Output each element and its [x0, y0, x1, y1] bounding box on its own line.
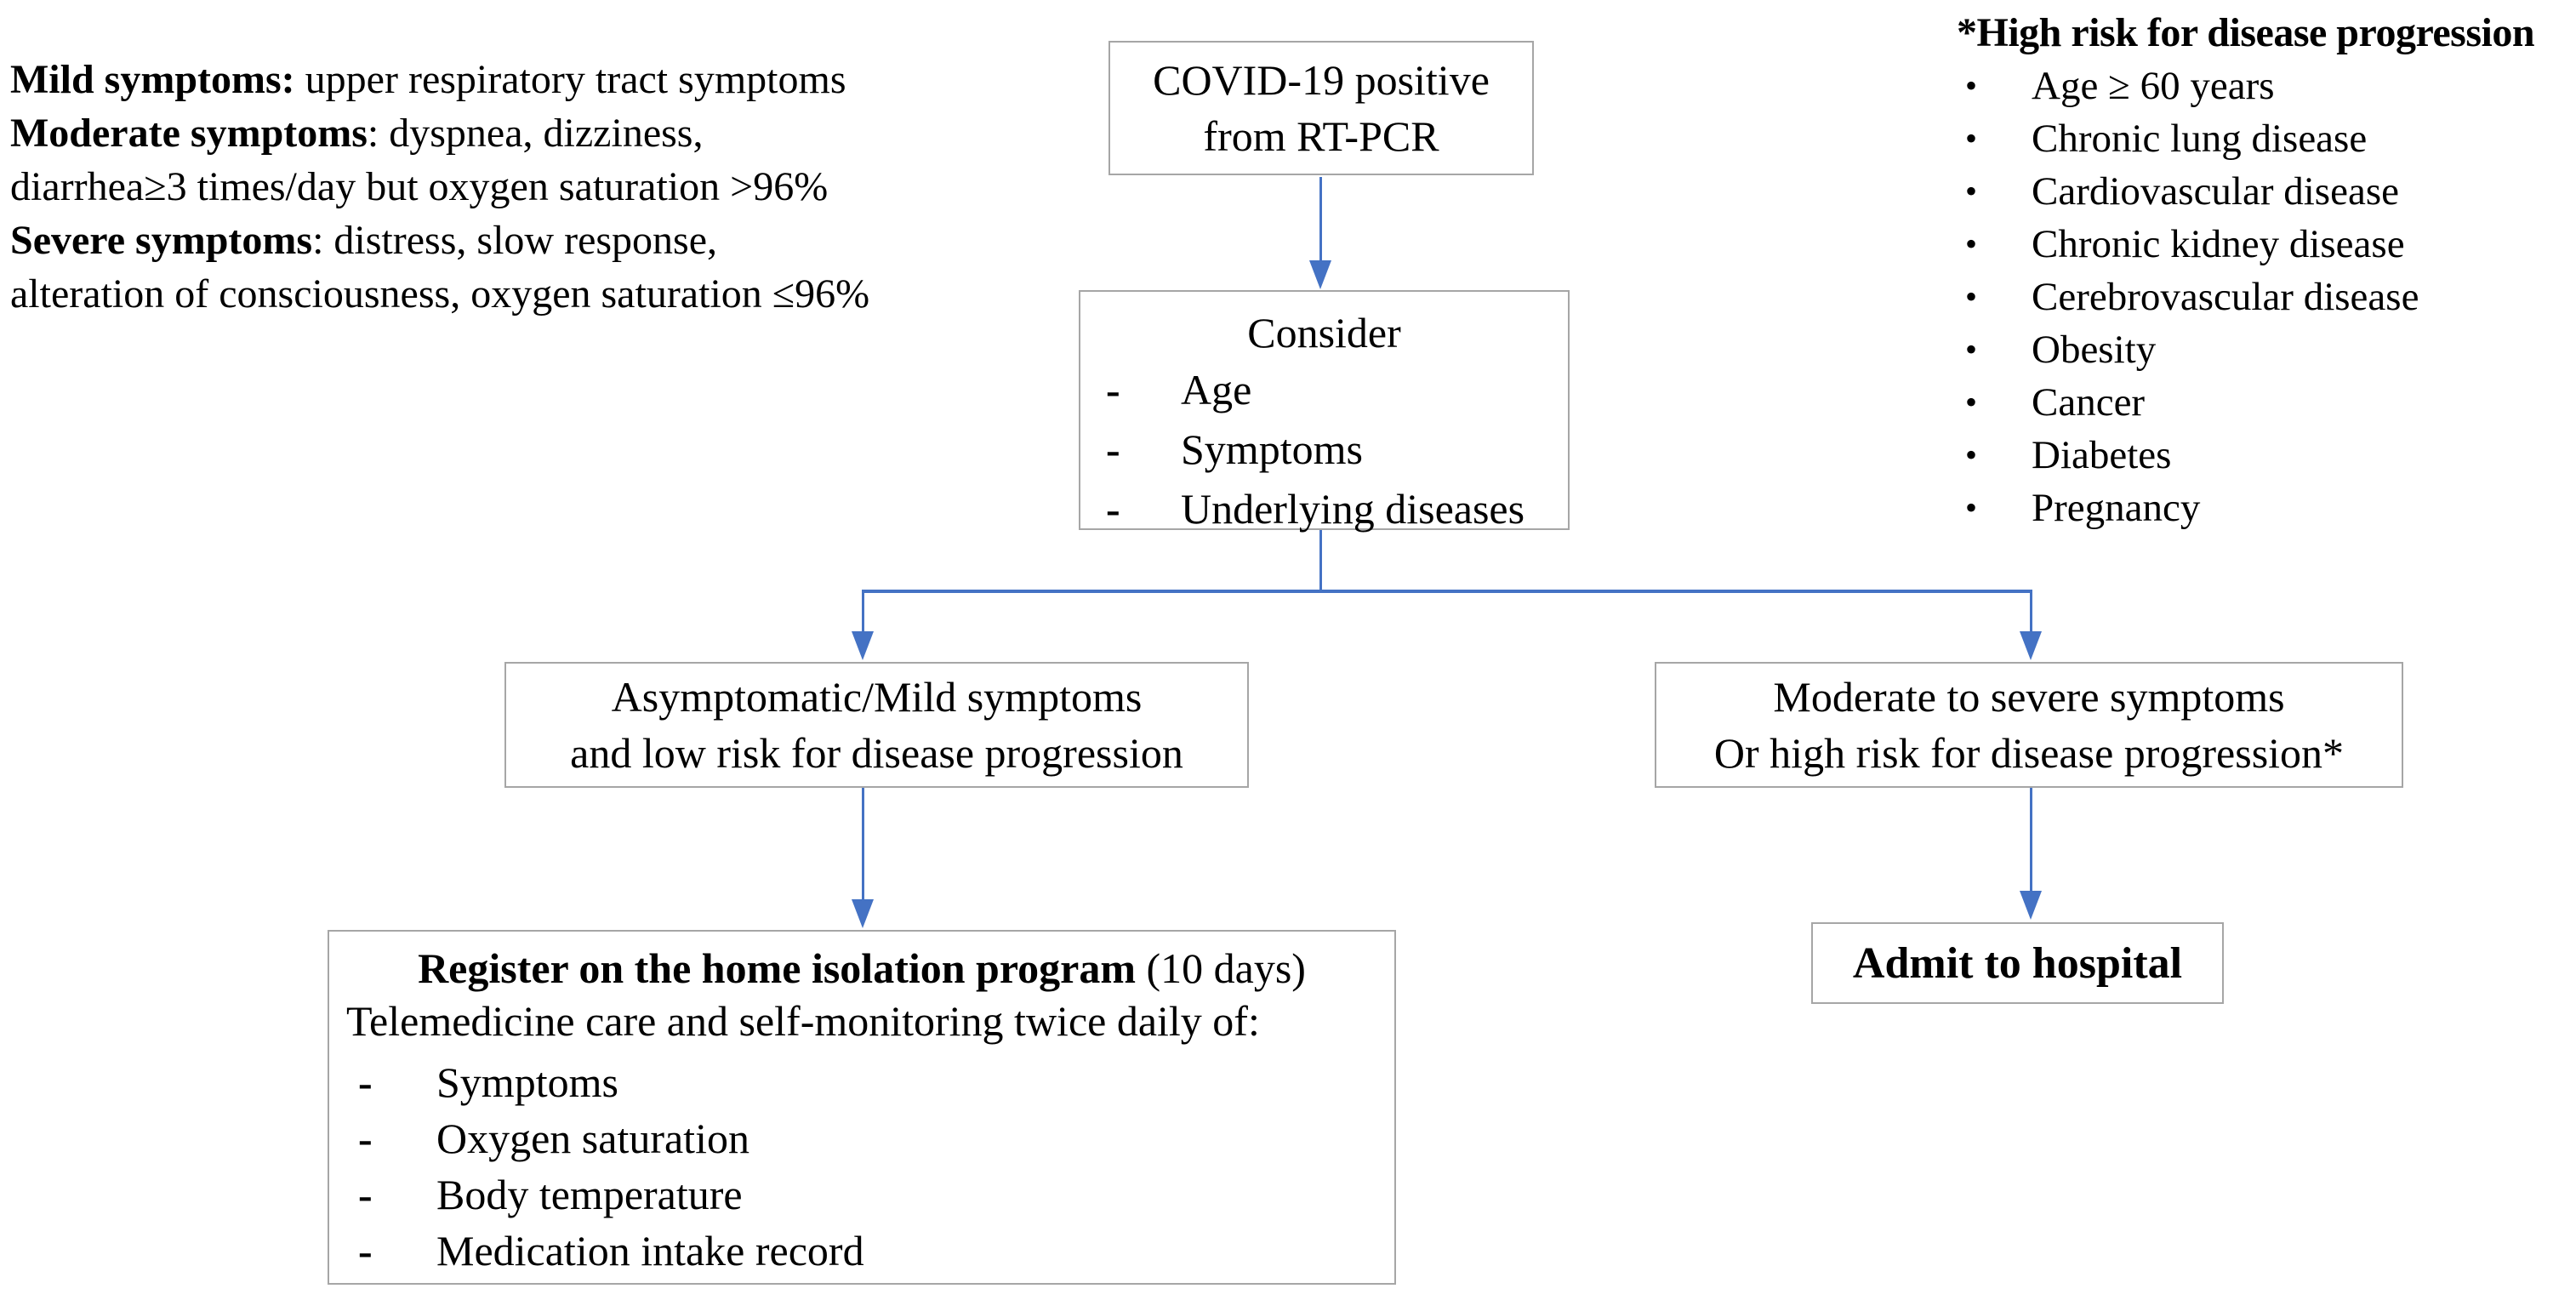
legend-text: upper respiratory tract symptoms	[294, 57, 846, 102]
moderate-high-risk-line1: Moderate to severe symptoms	[1773, 673, 2285, 721]
high-risk-item: • Age ≥ 60 years	[1957, 60, 2576, 112]
connector-branch-horizontal	[862, 590, 2032, 593]
high-risk-item-label: Chronic lung disease	[2032, 117, 2368, 161]
high-risk-title: *High risk for disease progression	[1957, 10, 2535, 55]
bullet-icon: •	[1965, 66, 1978, 105]
arrow-down-icon	[852, 631, 874, 660]
legend-line: Severe symptoms: distress, slow response…	[10, 214, 972, 267]
legend-text: : distress, slow response,	[312, 218, 718, 263]
consider-item-label: Underlying diseases	[1181, 485, 1525, 533]
monitoring-item-label: Body temperature	[436, 1171, 743, 1218]
moderate-high-risk-line2: Or high risk for disease progression*	[1713, 729, 2345, 777]
legend-line: Mild symptoms: upper respiratory tract s…	[10, 53, 972, 106]
consider-item-label: Symptoms	[1181, 425, 1363, 473]
dash-icon: -	[1106, 425, 1120, 473]
arrow-down-icon	[852, 899, 874, 928]
high-risk-item-label: Cancer	[2032, 380, 2146, 425]
dash-icon: -	[1106, 366, 1120, 413]
covid-positive-line2: from RT-PCR	[1203, 112, 1439, 160]
legend-text: : dyspnea, dizziness,	[367, 111, 704, 156]
bullet-icon: •	[1965, 172, 1978, 210]
high-risk-item: • Obesity	[1957, 323, 2576, 376]
high-risk-item-label: Age ≥ 60 years	[2032, 64, 2275, 108]
consider-box: Consider - Age - Symptoms - Underlying dise…	[1079, 290, 1570, 533]
legend-text: alteration of consciousness, oxygen satu…	[10, 271, 870, 316]
legend-line: diarrhea≥3 times/day but oxygen saturati…	[10, 160, 972, 214]
connector-mild-home	[862, 788, 864, 902]
high-risk-item: • Pregnancy	[1957, 482, 2576, 534]
home-isolation-title-rest: (10 days)	[1135, 944, 1306, 992]
bullet-icon: •	[1965, 436, 1978, 474]
monitoring-item-label: Medication intake record	[436, 1227, 864, 1274]
high-risk-legend: *High risk for disease progression • Age …	[1957, 7, 2576, 534]
dash-icon: -	[1106, 485, 1120, 533]
monitoring-item: - Medication intake record	[346, 1223, 1377, 1279]
dash-icon: -	[358, 1058, 373, 1106]
home-isolation-title-bold: Register on the home isolation program	[418, 944, 1136, 992]
monitoring-item-label: Symptoms	[436, 1058, 618, 1106]
legend-text: diarrhea≥3 times/day but oxygen saturati…	[10, 164, 829, 209]
high-risk-item-label: Cardiovascular disease	[2032, 169, 2399, 214]
high-risk-item-label: Cerebrovascular disease	[2032, 275, 2419, 319]
high-risk-item: • Cerebrovascular disease	[1957, 271, 2576, 323]
connector-covid-consider	[1319, 177, 1322, 262]
symptom-severity-legend: Mild symptoms: upper respiratory tract s…	[10, 53, 972, 321]
monitoring-item: - Oxygen saturation	[346, 1110, 1377, 1166]
arrow-down-icon	[2020, 891, 2042, 920]
bullet-icon: •	[1965, 330, 1978, 368]
monitoring-item-label: Oxygen saturation	[436, 1115, 749, 1162]
high-risk-item-label: Obesity	[2032, 328, 2157, 372]
high-risk-item: • Chronic kidney disease	[1957, 218, 2576, 271]
legend-line: alteration of consciousness, oxygen satu…	[10, 267, 972, 321]
mild-low-risk-box: Asymptomatic/Mild symptoms and low risk …	[504, 662, 1249, 788]
connector-consider-stem	[1319, 530, 1322, 591]
legend-line: Moderate symptoms: dyspnea, dizziness,	[10, 106, 972, 160]
high-risk-item: • Diabetes	[1957, 429, 2576, 482]
legend-term: Mild symptoms:	[10, 57, 295, 102]
legend-term: Severe symptoms	[10, 218, 313, 263]
admit-hospital-label: Admit to hospital	[1852, 938, 2183, 988]
bullet-icon: •	[1965, 119, 1978, 157]
home-isolation-title: Register on the home isolation program (…	[346, 942, 1377, 995]
home-isolation-box: Register on the home isolation program (…	[328, 930, 1396, 1285]
bullet-icon: •	[1965, 277, 1978, 316]
connector-branch-left	[862, 591, 864, 634]
connector-branch-right	[2030, 591, 2032, 634]
moderate-high-risk-box: Moderate to severe symptoms Or high risk…	[1655, 662, 2403, 788]
consider-title: Consider	[1247, 309, 1401, 356]
bullet-icon: •	[1965, 488, 1978, 527]
covid-positive-line1: COVID-19 positive	[1153, 56, 1490, 104]
bullet-icon: •	[1965, 225, 1978, 263]
dash-icon: -	[358, 1171, 373, 1218]
admit-hospital-box: Admit to hospital	[1811, 922, 2224, 1004]
high-risk-item-label: Chronic kidney disease	[2032, 222, 2405, 266]
monitoring-item: - Body temperature	[346, 1166, 1377, 1223]
high-risk-item: • Cardiovascular disease	[1957, 165, 2576, 218]
arrow-down-icon	[1309, 260, 1331, 289]
home-isolation-subtitle: Telemedicine care and self-monitoring tw…	[346, 997, 1260, 1045]
mild-low-risk-line1: Asymptomatic/Mild symptoms	[611, 673, 1143, 721]
covid-positive-box: COVID-19 positive from RT-PCR	[1108, 41, 1534, 175]
consider-item-label: Age	[1181, 366, 1252, 413]
mild-low-risk-line2: and low risk for disease progression	[570, 729, 1183, 777]
consider-item: - Age	[1080, 360, 1568, 419]
high-risk-item: • Cancer	[1957, 376, 2576, 429]
high-risk-item: • Chronic lung disease	[1957, 112, 2576, 165]
legend-term: Moderate symptoms	[10, 111, 368, 156]
bullet-icon: •	[1965, 383, 1978, 421]
dash-icon: -	[358, 1227, 373, 1274]
monitoring-item: - Symptoms	[346, 1054, 1377, 1110]
arrow-down-icon	[2020, 631, 2042, 660]
high-risk-item-label: Diabetes	[2032, 433, 2172, 477]
high-risk-item-label: Pregnancy	[2032, 486, 2201, 530]
dash-icon: -	[358, 1115, 373, 1162]
consider-item: - Symptoms	[1080, 419, 1568, 479]
consider-item: - Underlying diseases	[1080, 479, 1568, 539]
connector-moderate-admit	[2030, 788, 2032, 893]
